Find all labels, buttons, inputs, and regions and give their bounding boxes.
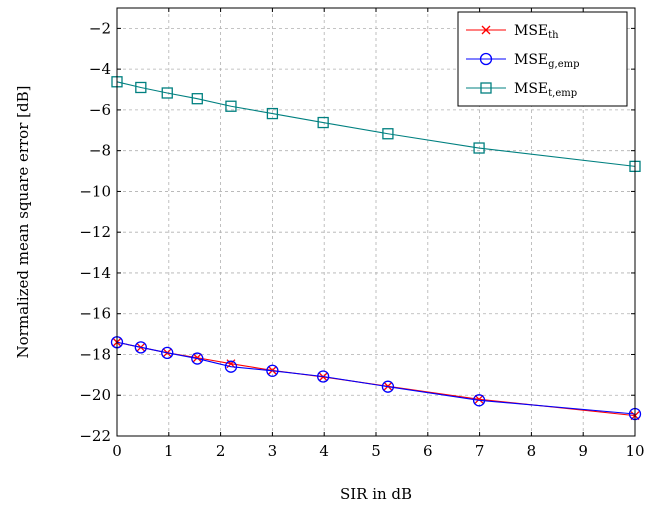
- data-point: [474, 394, 484, 404]
- data-point: [480, 82, 492, 94]
- data-point: [381, 380, 395, 393]
- data-point: [224, 360, 238, 373]
- x-tick-label: 6: [423, 442, 433, 460]
- data-point: [191, 93, 203, 105]
- x-tick-label: 5: [371, 442, 381, 460]
- data-point: [266, 107, 279, 120]
- y-tick-label: −12: [79, 223, 111, 241]
- data-point: [481, 25, 491, 35]
- data-point: [192, 353, 202, 363]
- x-tick-label: 3: [268, 442, 278, 460]
- y-tick-label: −14: [79, 264, 111, 282]
- legend-label: MSEth: [514, 23, 559, 41]
- legend-item: MSEt,emp: [466, 81, 577, 99]
- data-point: [266, 364, 279, 377]
- y-tick-label: −4: [89, 60, 111, 78]
- data-point: [317, 116, 329, 129]
- x-tick-label: 9: [578, 442, 588, 460]
- y-tick-label: −2: [89, 19, 111, 37]
- data-point: [161, 346, 174, 359]
- data-point: [382, 128, 394, 140]
- y-axis-label: Normalized mean square error [dB]: [14, 86, 32, 359]
- data-point: [161, 87, 173, 99]
- x-tick-label: 10: [625, 442, 644, 460]
- data-point: [479, 52, 493, 66]
- legend-item: MSEg,emp: [466, 52, 580, 70]
- legend-label: MSEt,emp: [514, 81, 577, 99]
- series-2: [110, 336, 642, 421]
- y-tick-label: −20: [79, 386, 111, 404]
- y-tick-label: −6: [89, 101, 111, 119]
- legend: MSEth MSEg,emp MSEt,emp: [457, 11, 628, 107]
- data-point: [225, 100, 237, 112]
- x-tick-label: 2: [216, 442, 226, 460]
- legend-item: MSEth: [466, 23, 559, 41]
- series-line: [116, 81, 636, 167]
- y-tick-label: −16: [79, 305, 111, 323]
- data-point: [317, 370, 330, 383]
- series-line: [116, 341, 636, 415]
- x-tick-label: 4: [319, 442, 329, 460]
- y-tick-label: −8: [89, 142, 111, 160]
- data-point: [135, 81, 147, 94]
- data-point: [472, 394, 486, 407]
- x-tick-label: 0: [112, 442, 122, 460]
- ticks: 0 1 2 3 4 5 6 7 8 9 10 −22 −20 −18 −16 −14 −12 −10 −8 −6 −4 −…: [79, 8, 645, 460]
- x-tick-label: 8: [527, 442, 537, 460]
- y-tick-label: −22: [79, 427, 111, 445]
- x-axis-label: SIR in dB: [340, 485, 412, 503]
- legend-label: MSEg,emp: [514, 52, 580, 70]
- data-point: [473, 142, 485, 154]
- data-point: [134, 341, 147, 354]
- y-tick-label: −10: [79, 182, 111, 200]
- x-tick-label: 1: [164, 442, 174, 460]
- x-tick-label: 7: [475, 442, 485, 460]
- data-point: [191, 352, 204, 365]
- y-tick-label: −18: [79, 345, 111, 363]
